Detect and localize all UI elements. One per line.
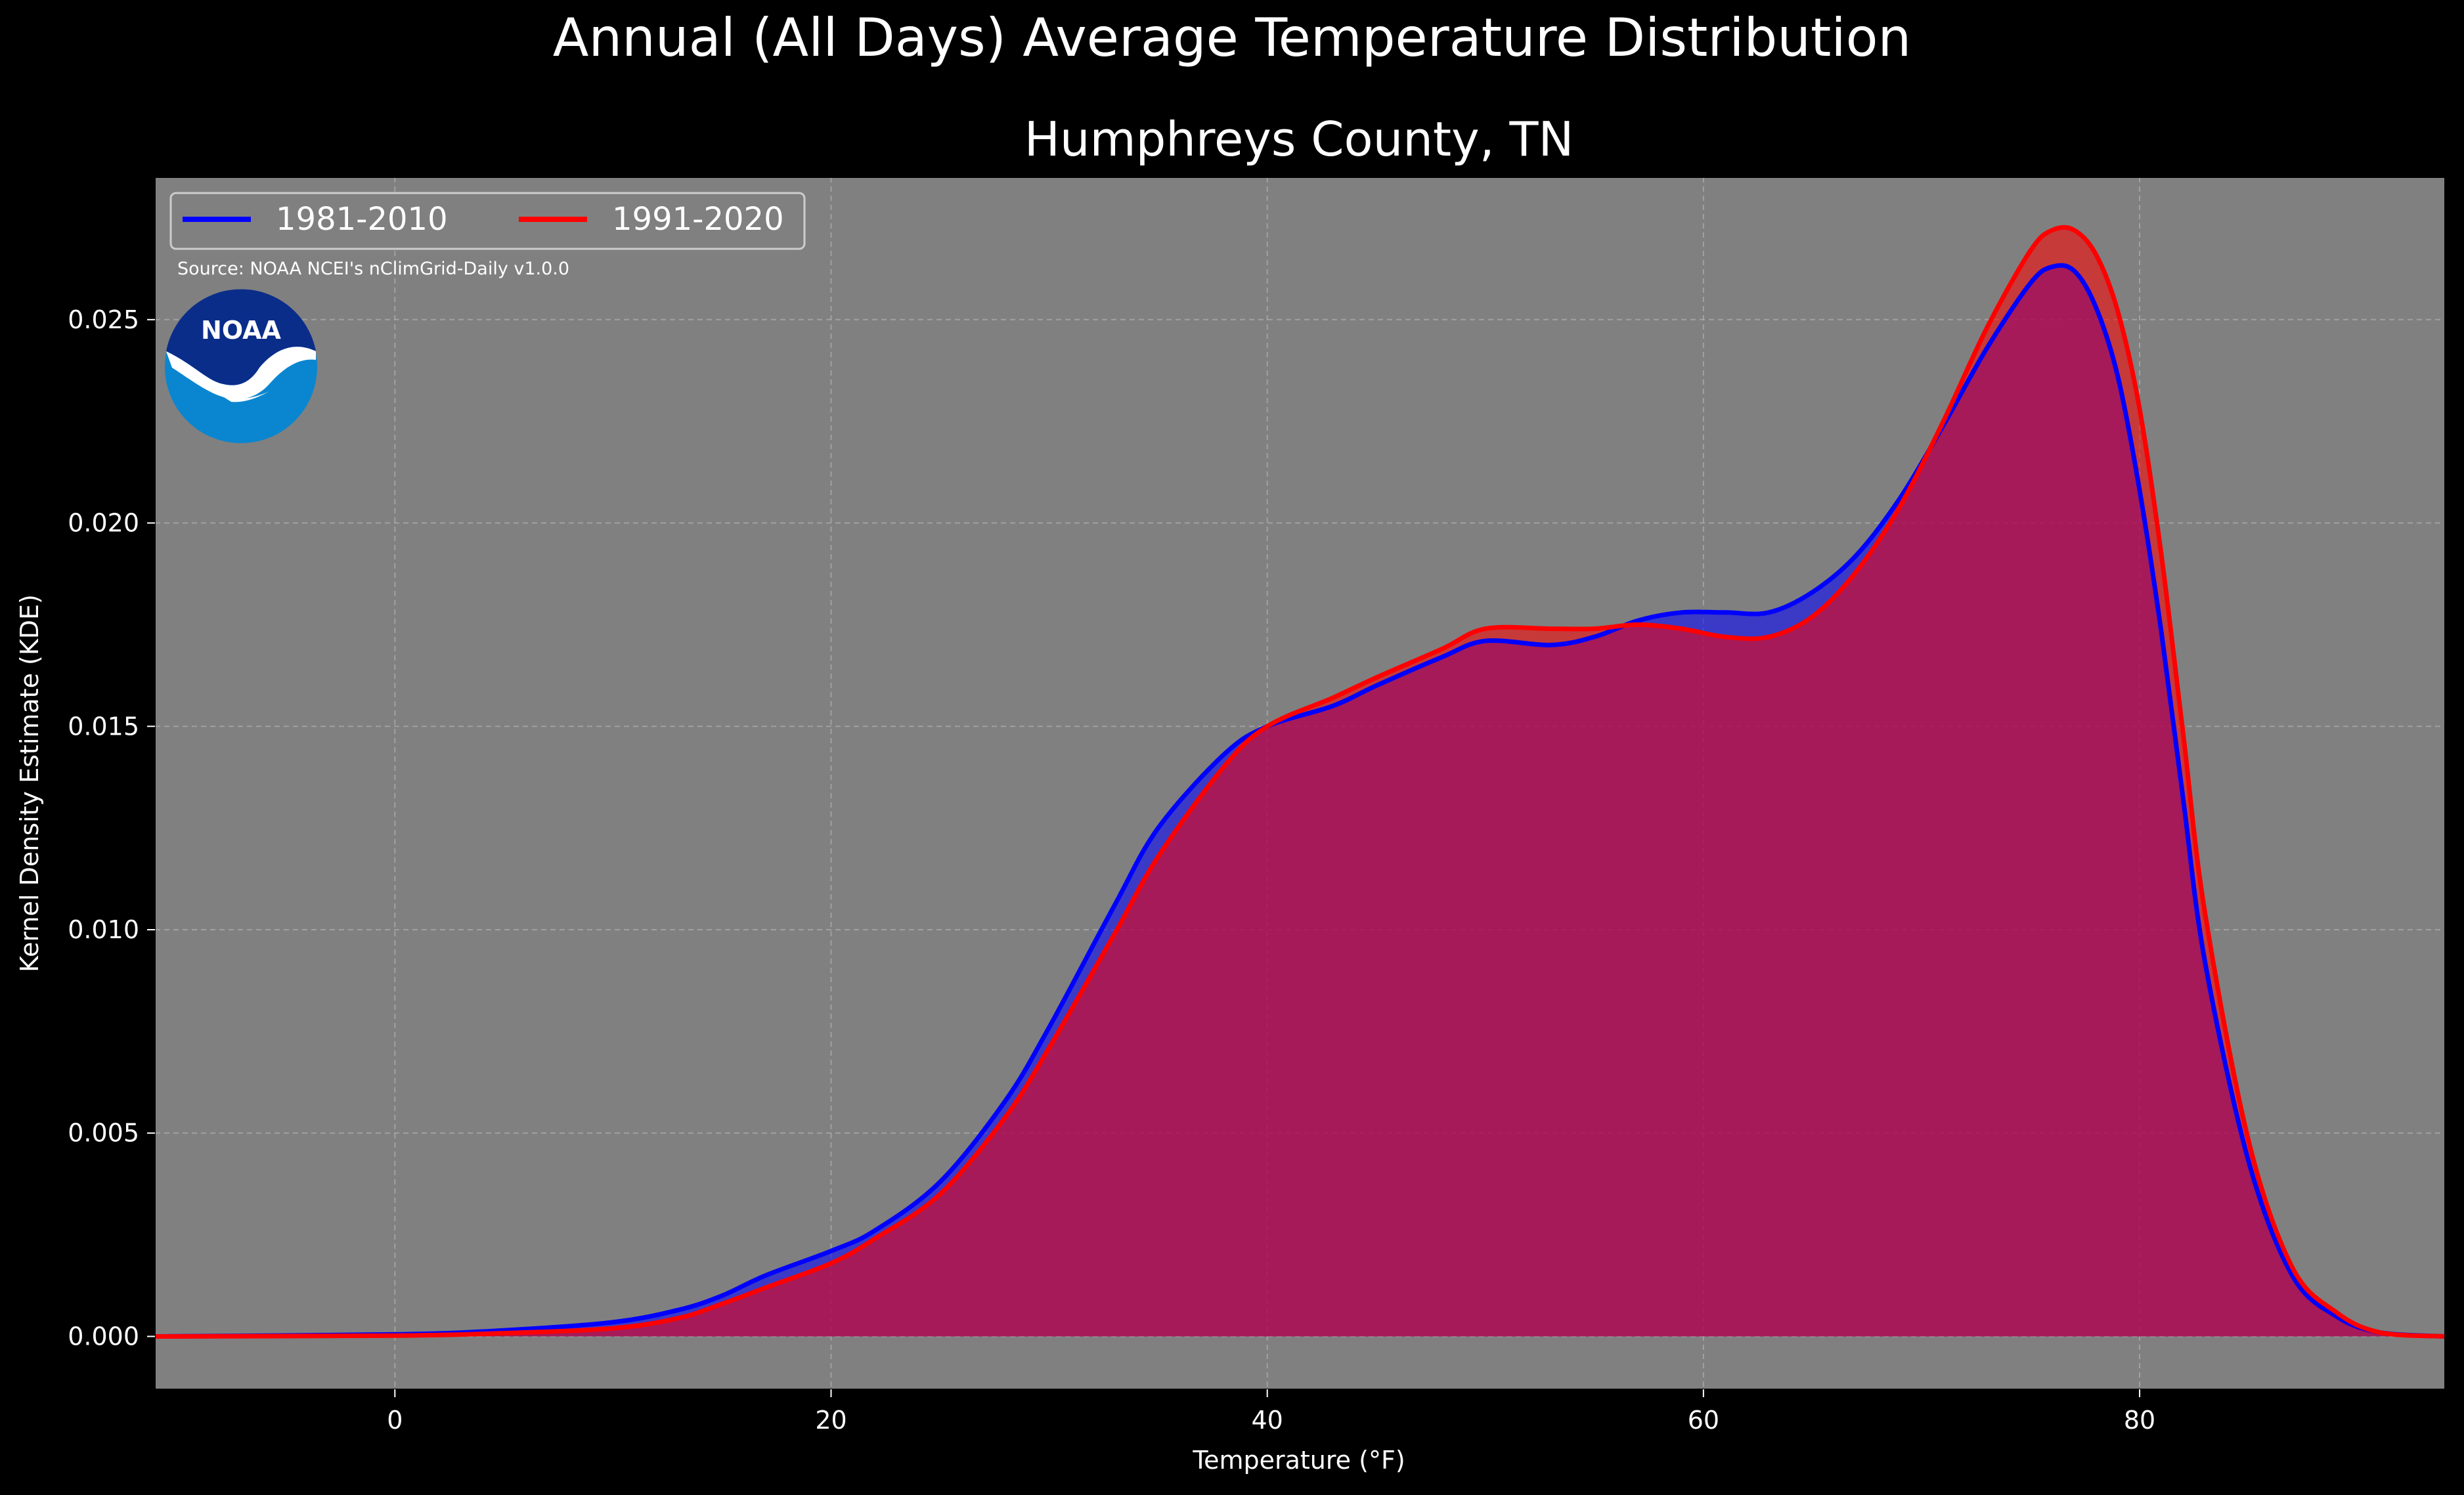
- series-line-1981-2010: [154, 263, 2446, 1339]
- source-annotation: Source: NOAA NCEI's nClimGrid-Daily v1.0…: [177, 259, 569, 279]
- x-tick-label: 60: [1688, 1406, 1719, 1435]
- legend: 1981-2010 1991-2020: [169, 192, 806, 250]
- series-fills: [155, 227, 2445, 1337]
- y-tick-label: 0.005: [68, 1119, 139, 1148]
- noaa-logo-text: NOAA: [201, 316, 281, 345]
- series-lines: [154, 225, 2446, 1339]
- noaa-logo-sky: [166, 289, 316, 385]
- y-tick-label: 0.020: [68, 509, 139, 538]
- y-tick-label: 0.000: [68, 1322, 139, 1351]
- noaa-logo-bird: [166, 347, 316, 400]
- chart-subtitle: Humphreys County, TN: [1024, 112, 1574, 167]
- y-tick-label: 0.015: [68, 712, 139, 741]
- x-tick-label: 80: [2124, 1406, 2155, 1435]
- chart-title: Annual (All Days) Average Temperature Di…: [553, 7, 1911, 68]
- legend-label-1991-2020: 1991-2020: [612, 201, 784, 238]
- y-tick-label: 0.010: [68, 915, 139, 944]
- y-axis: 0.000 0.005 0.010 0.015 0.020 0.025: [68, 305, 155, 1351]
- series-line-1991-2020: [154, 225, 2446, 1339]
- noaa-logo: NOAA: [165, 289, 317, 443]
- noaa-logo-bird-tail: [217, 391, 269, 402]
- y-axis-label: Kernel Density Estimate (KDE): [15, 594, 44, 972]
- x-tick-label: 0: [387, 1406, 403, 1435]
- y-tick-label: 0.025: [68, 305, 139, 334]
- x-axis: 0 20 40 60 80: [387, 1389, 2155, 1435]
- legend-box: [169, 192, 806, 250]
- x-tick-label: 40: [1252, 1406, 1283, 1435]
- legend-label-1981-2010: 1981-2010: [276, 201, 448, 238]
- plot-frame: [154, 177, 2446, 1390]
- x-axis-label: Temperature (°F): [1192, 1446, 1405, 1475]
- series-fill-1991-2020: [155, 227, 2445, 1337]
- x-tick-label: 20: [815, 1406, 847, 1435]
